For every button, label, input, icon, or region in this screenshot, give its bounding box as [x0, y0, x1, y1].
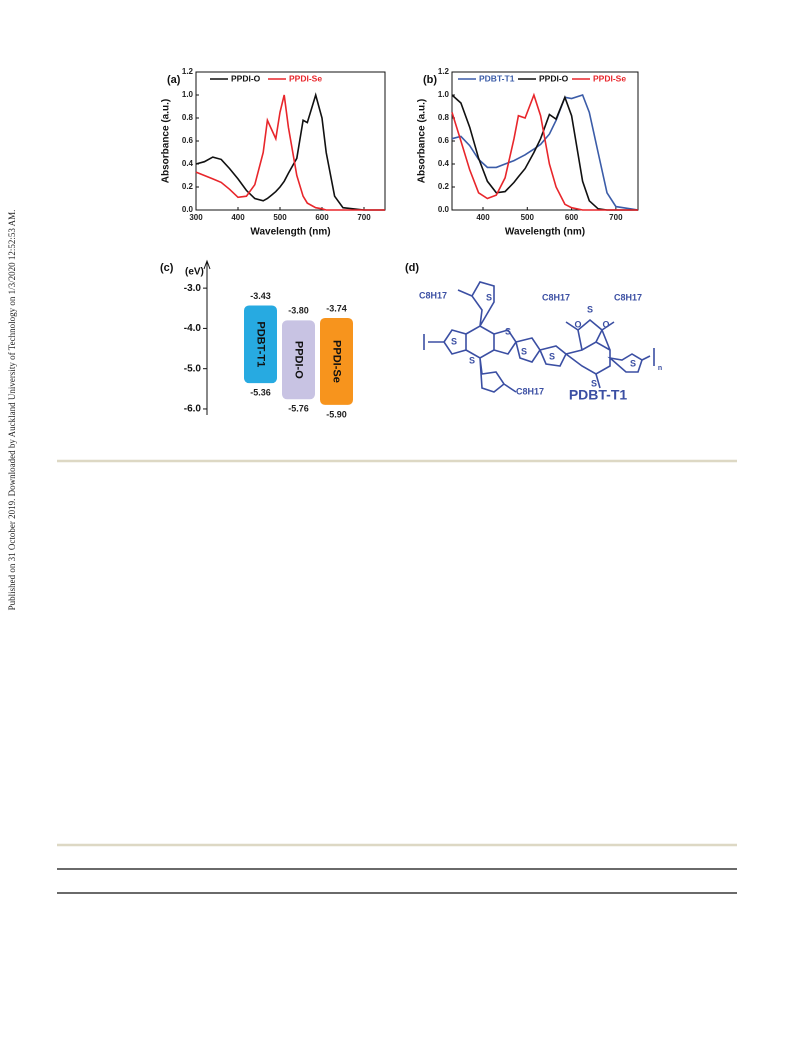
series-line	[451, 94, 638, 211]
bar-name: PPDI-Se	[331, 340, 343, 383]
y-tick-label: 0.6	[438, 136, 450, 145]
axis-arrow	[203, 259, 211, 270]
panel-label: (c)	[160, 262, 174, 274]
atom: O	[574, 319, 581, 329]
y-tick-label: 0.2	[438, 182, 450, 191]
side-chain: C8H17	[542, 292, 570, 302]
structure: (d) C8H17 C8H17 C8H17 C8H17 S S S S S S …	[405, 262, 662, 403]
y-tick-label: 0.8	[182, 113, 194, 122]
x-tick-label: 300	[189, 213, 203, 222]
level-label: -5.36	[250, 388, 271, 398]
structure-name: PDBT-T1	[569, 387, 628, 403]
x-tick-label: 600	[315, 213, 329, 222]
atom: S	[505, 326, 511, 336]
bar-name: PPDI-O	[293, 341, 305, 379]
y-tick-label: 0.0	[438, 205, 450, 214]
x-tick-label: 600	[565, 213, 579, 222]
x-tick-label: 500	[273, 213, 287, 222]
atom: O	[602, 319, 609, 329]
side-chain: C8H17	[419, 290, 447, 300]
series-line	[451, 92, 638, 211]
y-tick-label: 1.0	[438, 90, 450, 99]
series-line	[195, 92, 385, 211]
legend-label: PDBT-T1	[479, 73, 515, 83]
y-tick-label: 0.0	[182, 205, 194, 214]
atom: S	[486, 292, 492, 302]
series-line	[195, 94, 385, 211]
level-label: -5.90	[326, 409, 347, 419]
x-axis-label: Wavelength (nm)	[505, 227, 585, 238]
y-tick-label: 0.4	[182, 159, 194, 168]
x-tick-label: 700	[357, 213, 371, 222]
y-tick-label: -3.0	[184, 283, 202, 294]
energy-bar	[282, 320, 315, 400]
bar-name: PDBT-T1	[255, 321, 267, 367]
x-tick-label: 400	[476, 213, 490, 222]
panel-label: (d)	[405, 262, 419, 274]
atom: S	[521, 346, 527, 356]
x-axis-label: Wavelength (nm)	[250, 227, 330, 238]
level-label: -3.43	[250, 291, 271, 301]
y-tick-label: 0.2	[182, 182, 194, 191]
y-axis-label: (eV)	[185, 267, 204, 278]
y-tick-label: 0.4	[438, 159, 450, 168]
atom: S	[591, 378, 597, 388]
side-chain: C8H17	[516, 386, 544, 396]
y-tick-label: 0.6	[182, 136, 194, 145]
energy-bar	[320, 317, 353, 405]
atom: S	[549, 351, 555, 361]
y-tick-label: 1.2	[182, 67, 194, 76]
side-chain: C8H17	[614, 292, 642, 302]
panel-label: (b)	[423, 74, 437, 86]
x-tick-label: 400	[231, 213, 245, 222]
y-tick-label: 1.0	[182, 90, 194, 99]
x-tick-label: 500	[521, 213, 535, 222]
level-label: -3.74	[326, 303, 347, 313]
y-tick-label: -5.0	[184, 363, 202, 374]
energy-bar	[244, 305, 277, 384]
panel-label: (a)	[167, 74, 181, 86]
atom: S	[630, 358, 636, 368]
legend-label: PPDI-O	[231, 73, 261, 83]
atom: S	[451, 336, 457, 346]
atom: S	[469, 355, 475, 365]
legend-label: PPDI-Se	[289, 73, 322, 83]
repeat-index: n	[658, 365, 662, 372]
level-label: -3.80	[288, 306, 309, 316]
y-tick-label: 1.2	[438, 67, 450, 76]
atom: S	[587, 304, 593, 314]
y-tick-label: -6.0	[184, 404, 202, 415]
y-tick-label: 0.8	[438, 113, 450, 122]
y-axis-label: Absorbance (a.u.)	[417, 99, 428, 183]
legend-label: PPDI-Se	[593, 73, 626, 83]
side-note: Published on 31 October 2019. Downloaded…	[7, 210, 17, 611]
x-tick-label: 700	[609, 213, 623, 222]
y-tick-label: -4.0	[184, 323, 202, 334]
level-label: -5.76	[288, 404, 309, 414]
legend-label: PPDI-O	[539, 73, 569, 83]
y-axis-label: Absorbance (a.u.)	[161, 99, 172, 183]
